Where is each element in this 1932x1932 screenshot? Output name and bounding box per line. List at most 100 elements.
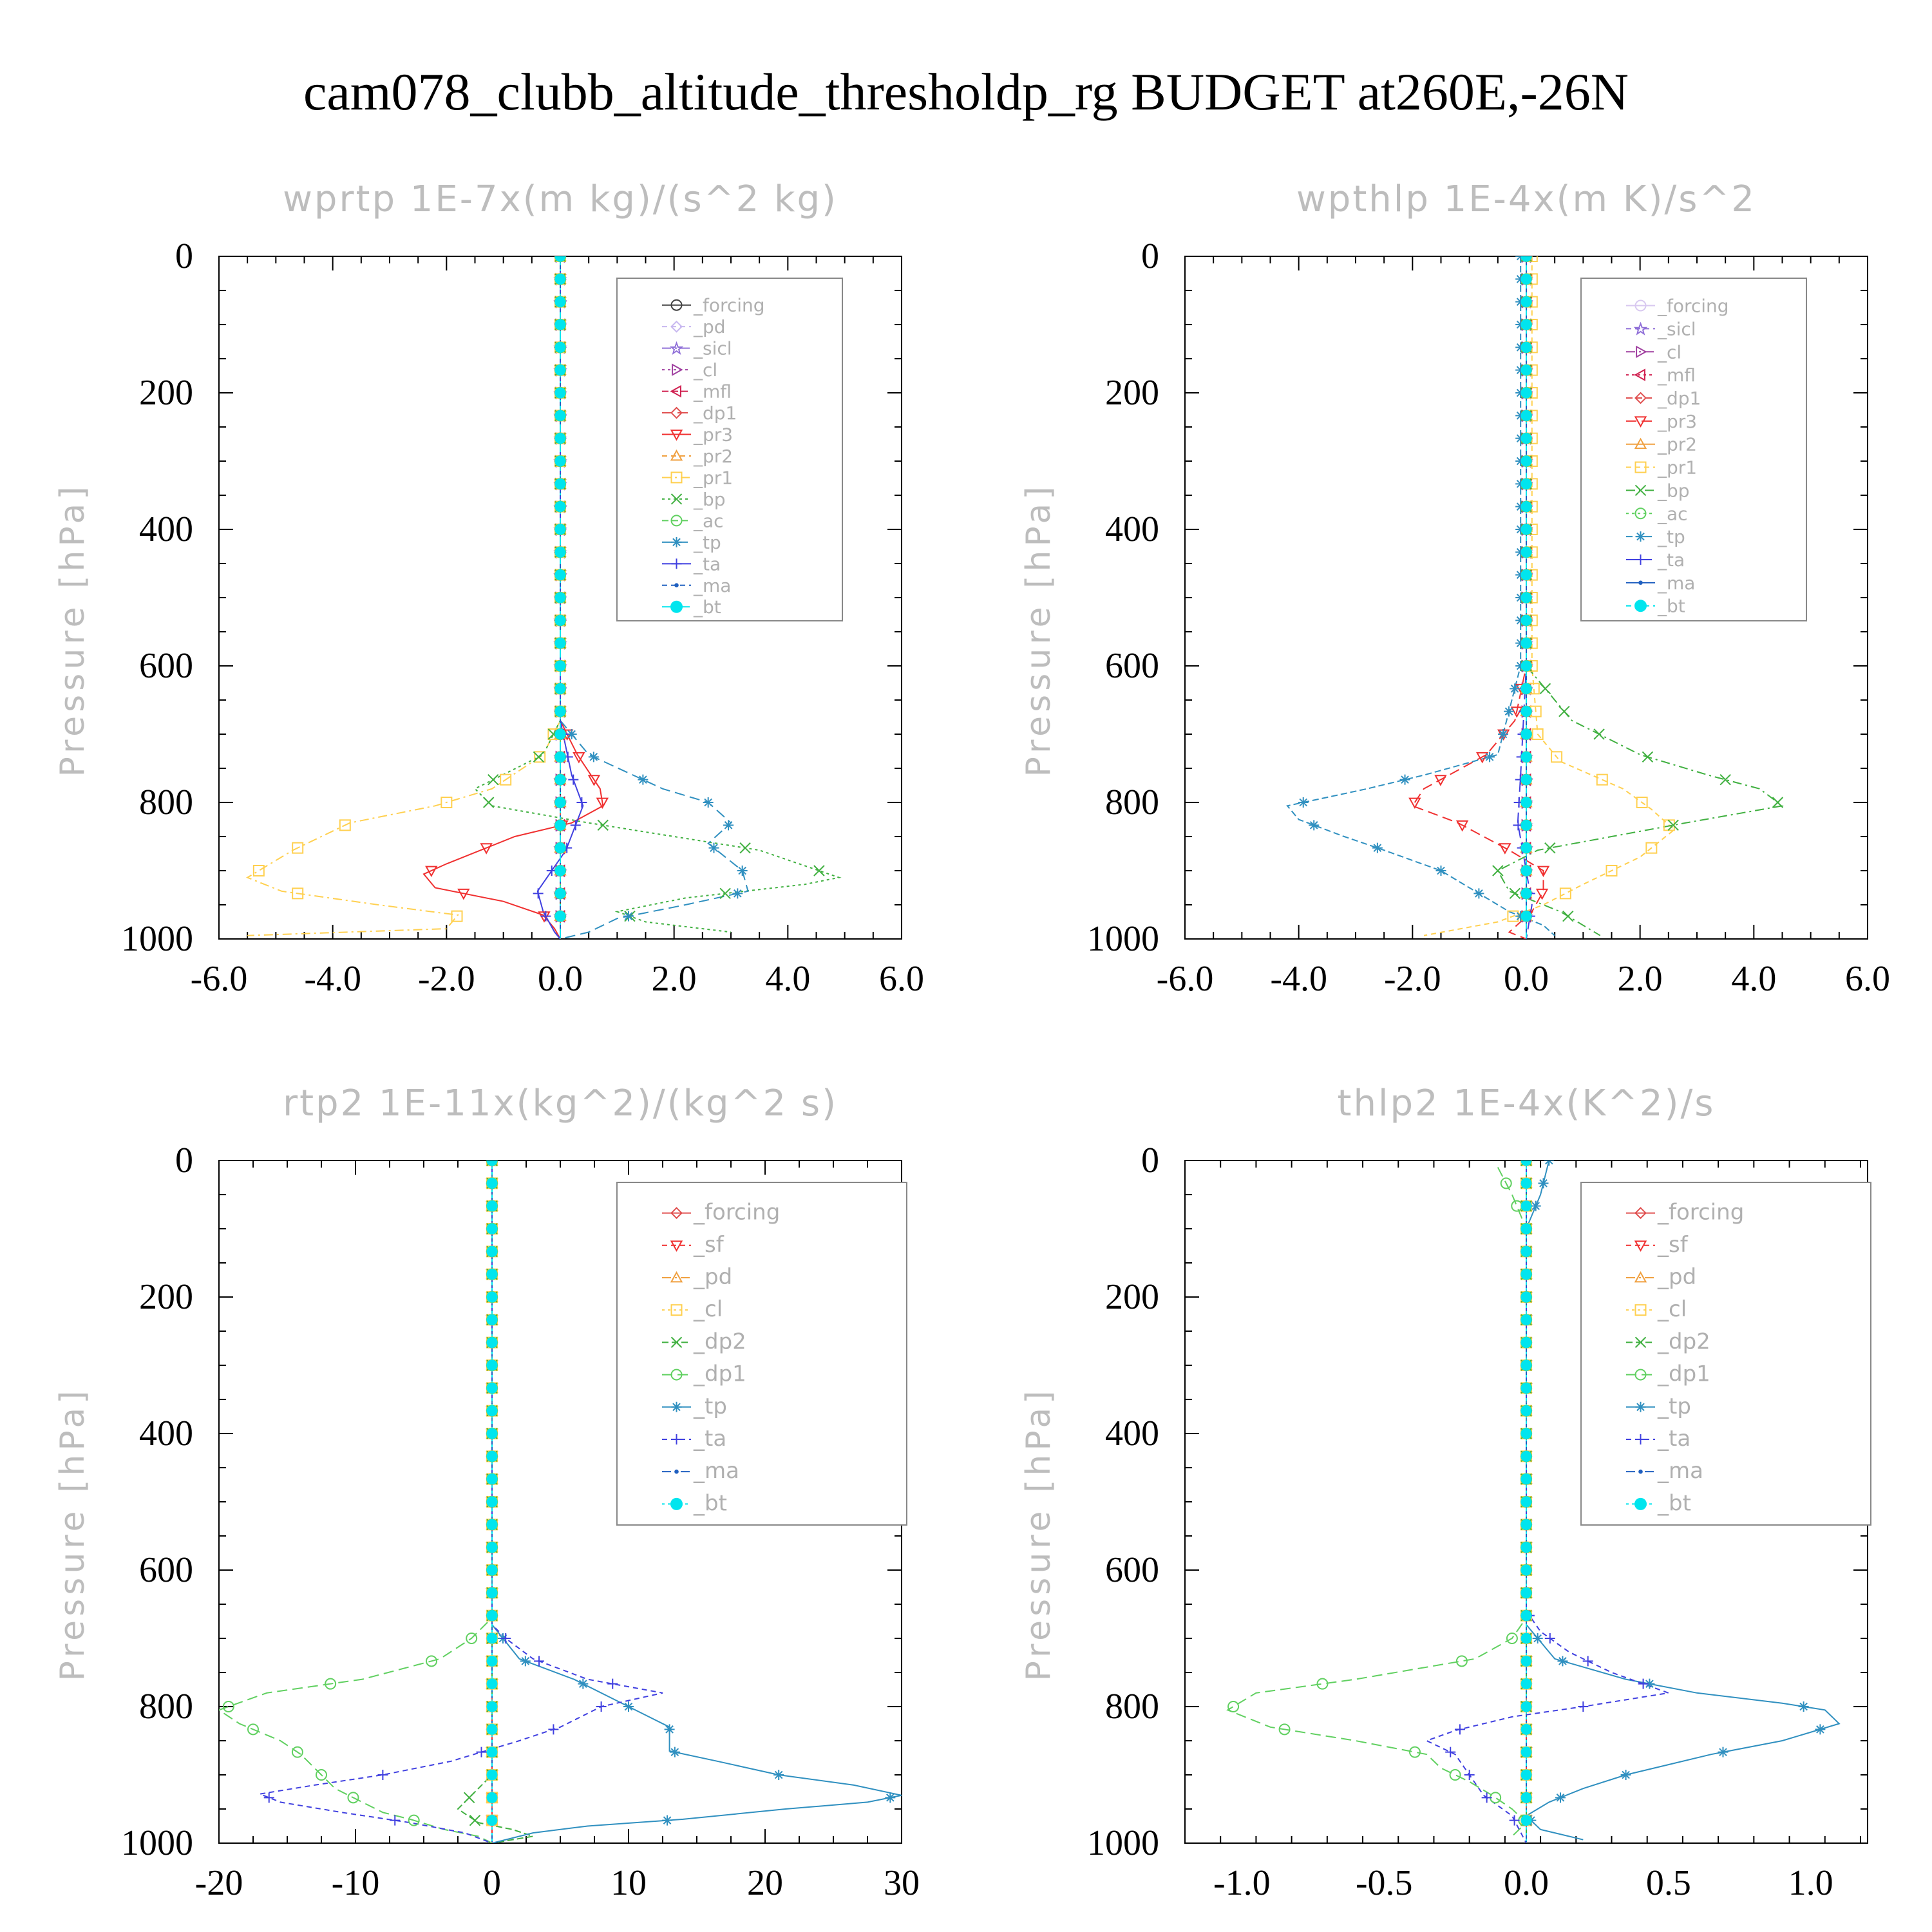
data-point [1718,1747,1728,1757]
x-tick-label: -10 [332,1863,380,1903]
data-point [486,1160,498,1166]
data-point [1497,729,1508,739]
legend-label: _ma [1657,1458,1703,1484]
data-point [457,888,470,900]
y-tick-label: 400 [139,509,193,549]
legend-marker [670,1207,683,1219]
data-point [440,797,453,808]
data-point [480,843,493,855]
legend-marker [670,449,683,461]
data-point [739,842,751,854]
data-point [554,887,566,899]
data-point [463,1792,475,1804]
data-point [1537,866,1550,878]
y-tick-label: 0 [1141,1141,1159,1180]
data-point [316,1769,327,1781]
data-point [451,910,463,922]
chart-panel-1: wprtp 1E-7x(m kg)/(s^2 kg) Pressure [hPa]… [53,178,924,999]
legend-label: _mfl [693,381,732,402]
data-point [669,1747,680,1757]
data-point [1520,1405,1532,1417]
legend-marker [1634,416,1647,428]
data-point [1520,501,1532,513]
data-point [1506,1633,1518,1644]
panel-title: wpthlp 1E-4x(m K)/s^2 [1296,178,1756,220]
y-tick-label: 600 [139,1550,193,1590]
legend-marker [1634,1207,1647,1219]
y-tick-label: 800 [139,1687,193,1727]
legend-marker [671,1401,682,1412]
legend-label: _sf [1657,1232,1689,1258]
legend-label: _dp1 [693,1361,746,1387]
legend-box [1580,278,1807,621]
x-tick-label: -6.0 [191,959,248,999]
legend-marker [1633,321,1648,336]
data-point [1520,614,1532,626]
y-tick-label: 800 [1105,782,1159,822]
data-point [486,1723,498,1735]
data-point [1515,342,1526,353]
legend-label: _ta [1657,1426,1690,1452]
legend-marker [670,430,683,441]
data-point [1520,1245,1532,1257]
legend-label: _cl [1657,1296,1687,1322]
series-line-tp [560,256,749,939]
data-point [588,752,599,762]
data-point [719,887,731,900]
data-point [638,774,649,785]
series-line-tp [1286,256,1555,936]
legend-marker [1634,461,1647,473]
data-point [1582,1656,1593,1667]
data-point [1557,1656,1568,1667]
legend-marker [1634,437,1647,450]
legend-label: _forcing [1657,1200,1744,1226]
y-tick-label: 0 [175,236,193,276]
data-point [1555,1792,1566,1803]
legend-label: _pr3 [1657,411,1697,432]
legend-marker [669,341,684,355]
legend-label: _tp [1657,1394,1691,1419]
data-point [1636,797,1648,808]
series-group [1286,256,1784,939]
data-point [1520,638,1532,649]
legend-label: _sicl [1657,318,1696,339]
data-point [1515,296,1526,307]
data-point [486,1655,498,1667]
y-tick-label: 1000 [1087,919,1159,959]
data-point [1539,683,1551,695]
data-point [1520,1633,1532,1644]
data-point [486,1678,498,1690]
x-tick-label: -4.0 [304,959,361,999]
data-point [1551,751,1563,763]
data-point [1515,547,1526,558]
data-point [390,1815,401,1826]
data-point [1504,706,1515,717]
data-point [554,433,566,444]
legend-marker [670,406,683,419]
legend-label: _mfl [1657,365,1696,386]
data-point [1445,1747,1456,1757]
series-line-pr1 [245,256,561,936]
data-point [554,455,566,467]
data-point [1520,660,1532,672]
series-line-ta [257,1160,663,1843]
data-point [1596,773,1608,786]
data-point [1520,1723,1532,1735]
legend-label: _pr1 [693,467,733,488]
y-tick-label: 400 [1105,509,1159,549]
data-point [1455,1655,1468,1667]
y-tick-label: 1000 [1087,1823,1159,1863]
legend-marker [1634,1368,1647,1381]
data-point [1520,1337,1532,1349]
legend-marker [670,600,683,613]
data-point [534,1656,545,1667]
legend-marker [1634,507,1647,520]
legend-marker [1634,392,1647,404]
x-tick-label: 6.0 [879,959,924,999]
x-tick-label: 2.0 [1618,959,1663,999]
series-line-dp1 [1226,1167,1528,1837]
data-point [292,842,304,854]
data-point [576,797,587,808]
data-point [1227,1701,1240,1712]
data-point [1532,1633,1543,1643]
